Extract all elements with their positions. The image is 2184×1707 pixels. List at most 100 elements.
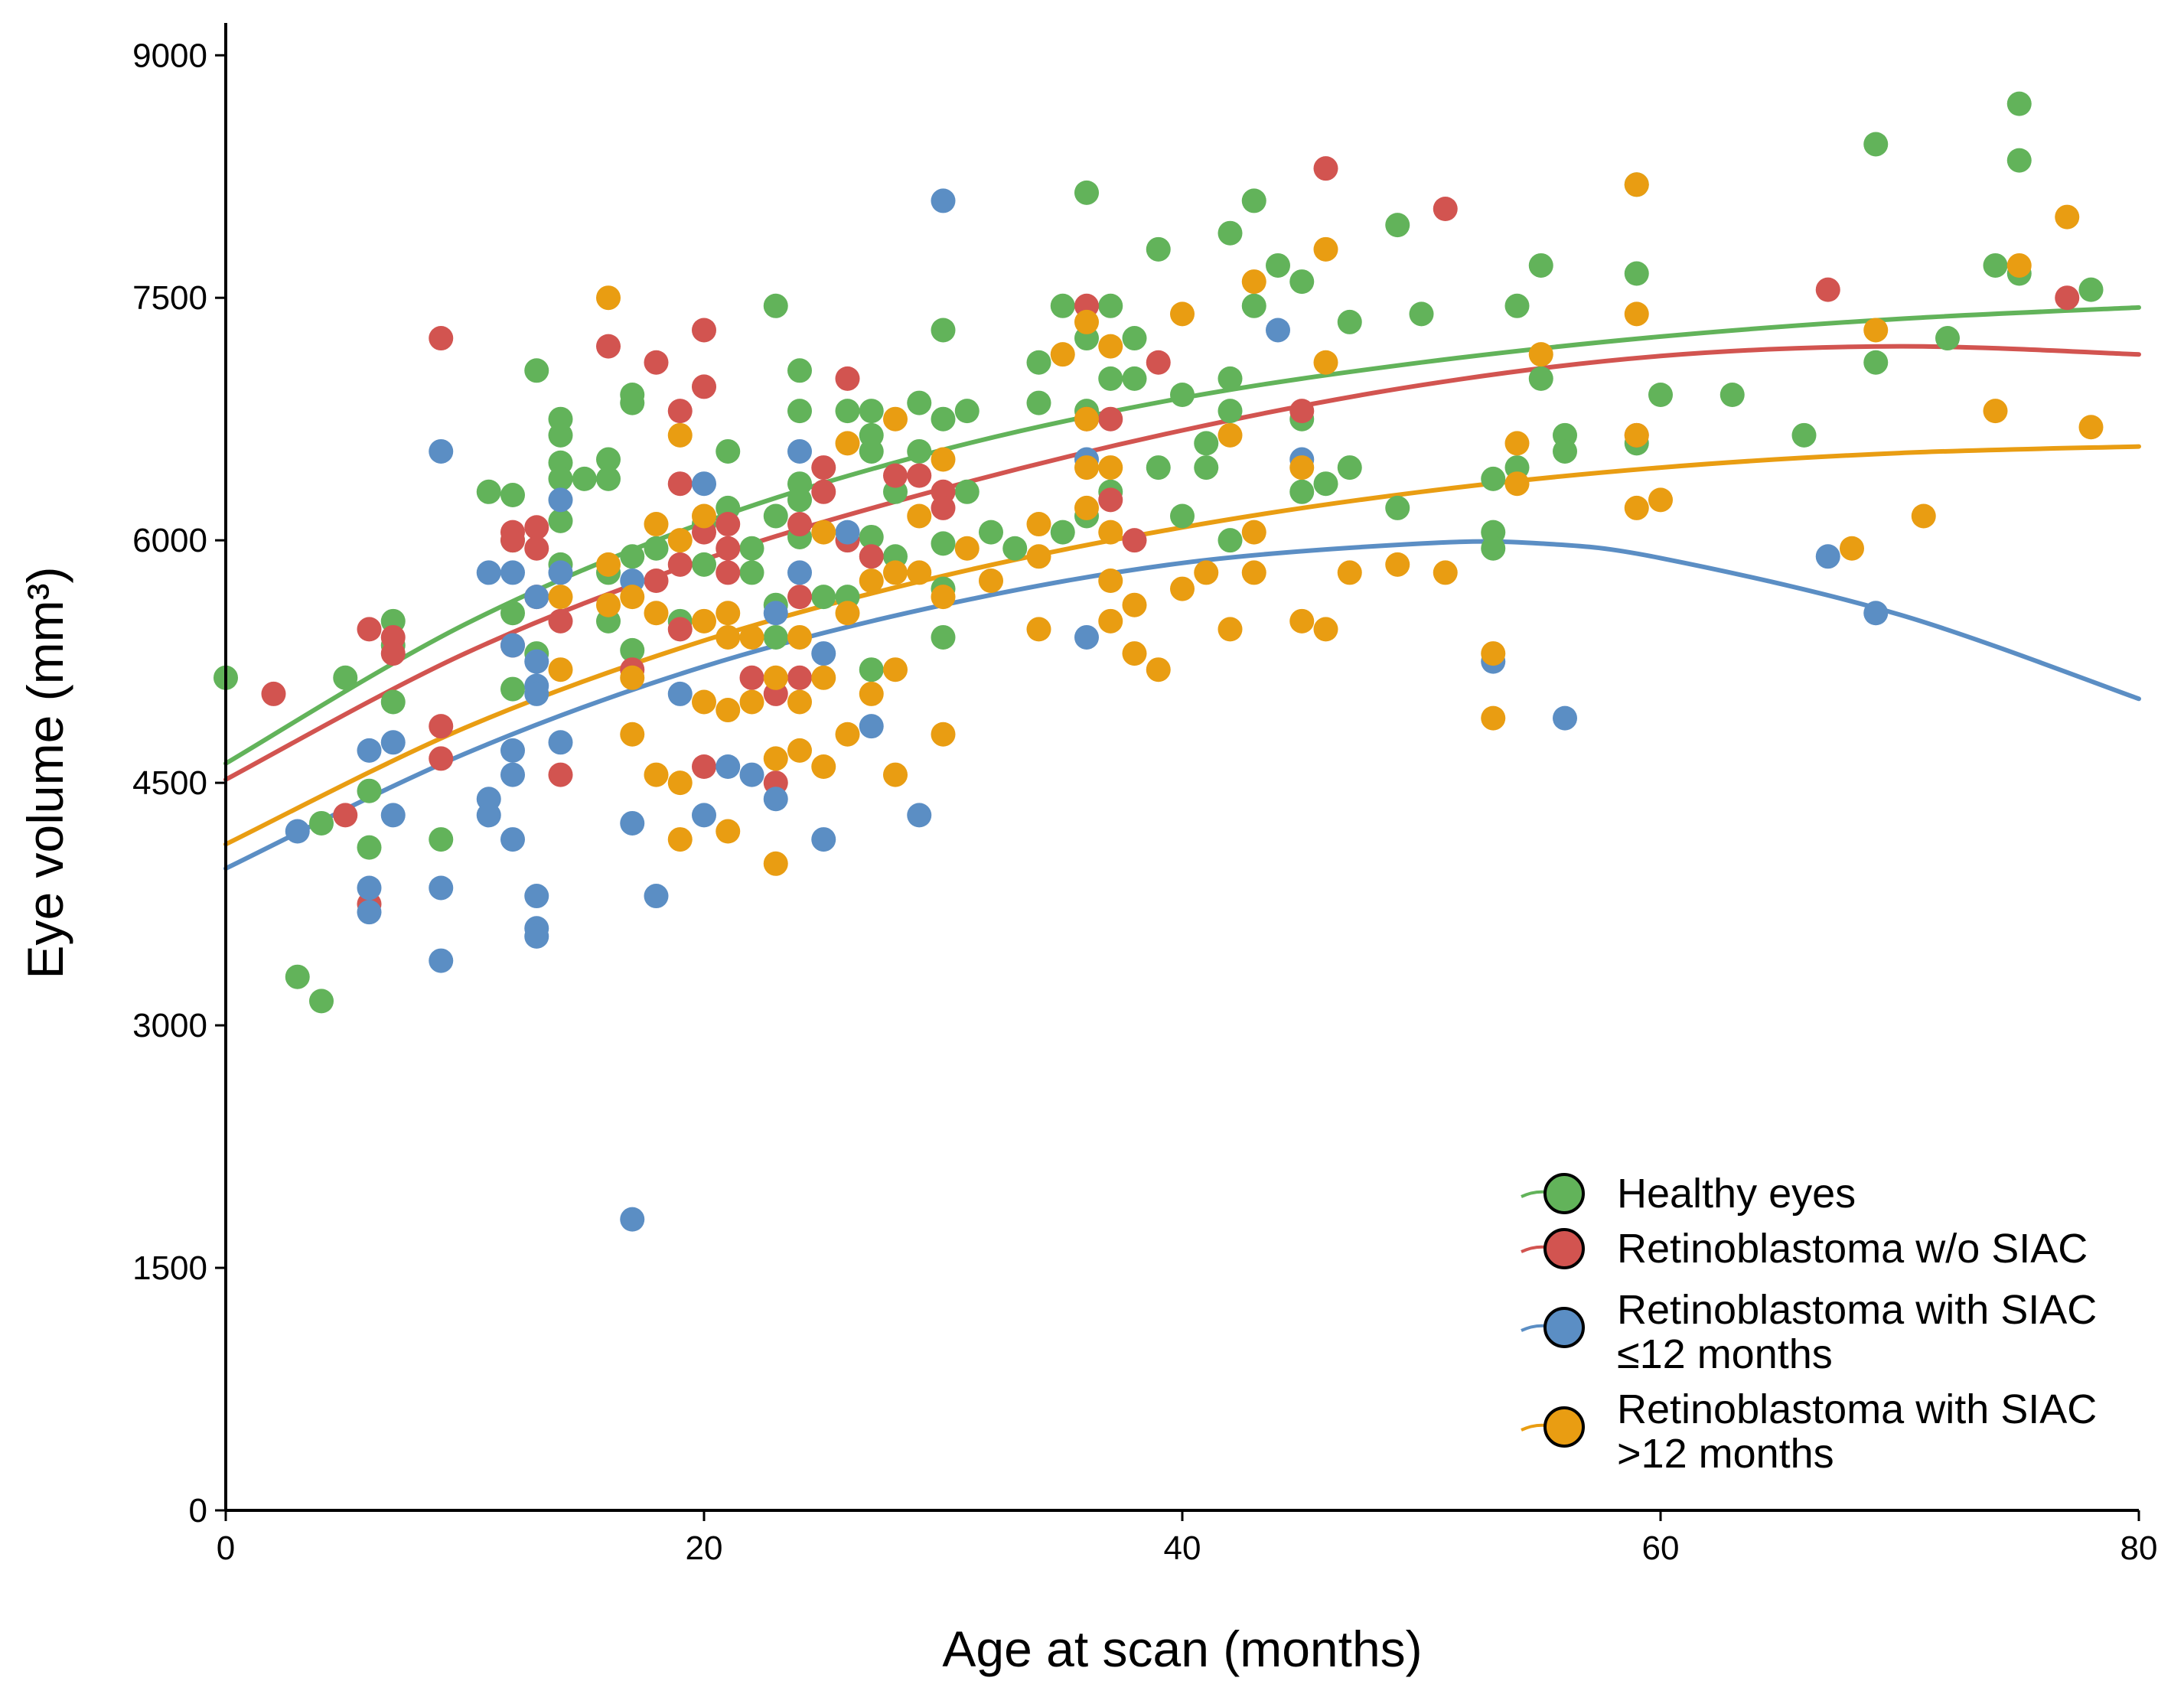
series-0-point [2006, 91, 2032, 116]
series-1-point [692, 754, 716, 779]
series-3-point [907, 560, 932, 585]
tick-labels: 0 20 40 60 80 0 1500 3000 4500 6000 7500 9000 [132, 37, 2157, 1567]
series-2-point [380, 730, 406, 755]
series-3-point [787, 689, 812, 715]
series-0-point [1098, 293, 1123, 318]
series-2-point [763, 601, 788, 626]
series-3-point [1217, 422, 1243, 448]
series-2-point [548, 560, 573, 585]
series-3-point [811, 754, 836, 779]
series-0-point [859, 438, 884, 464]
series-3-point [811, 665, 836, 690]
series-3-point [1481, 641, 1506, 666]
series-0-point [620, 390, 645, 415]
series-2-point [357, 875, 382, 901]
series-2-point [524, 924, 549, 949]
series-1-point [1289, 399, 1315, 424]
y-tick-label: 0 [189, 1492, 207, 1529]
series-0-point [2078, 277, 2104, 302]
series-0-point [907, 390, 932, 415]
series-2-point [500, 762, 525, 787]
series-2-point [1074, 624, 1099, 650]
series-0-point [1528, 366, 1553, 391]
series-3-point [1074, 495, 1099, 520]
series-0-point [787, 487, 812, 513]
x-tick-label: 80 [2120, 1529, 2158, 1567]
y-tick-label: 7500 [132, 279, 207, 317]
series-2-point [285, 819, 310, 844]
series-0-point [1481, 466, 1506, 491]
legend-marker-2 [1543, 1307, 1585, 1348]
series-3-point [1122, 641, 1147, 666]
series-3-point [763, 665, 788, 690]
series-2-point [524, 649, 549, 674]
series-0-point [835, 399, 860, 424]
series-0-point [1337, 455, 1362, 481]
legend-label: Healthy eyes [1617, 1171, 1856, 1217]
series-3-point [1241, 520, 1266, 545]
series-2-point [500, 633, 525, 658]
series-0-point [739, 560, 764, 585]
series-0-point [357, 778, 382, 803]
series-0-point [1170, 383, 1195, 407]
series-3-point [1146, 657, 1171, 682]
series-0-point [1791, 422, 1817, 448]
series-3-point [835, 601, 860, 626]
series-0-point [333, 665, 358, 690]
series-2-fit-curve [223, 539, 2141, 871]
series-3-point [1504, 431, 1530, 456]
series-1-point [500, 528, 525, 553]
series-3-point [1074, 455, 1099, 481]
series-3-point [667, 528, 693, 553]
series-3-point [1074, 406, 1099, 432]
series-0-point [787, 399, 812, 424]
series-3-point [1983, 399, 2008, 424]
series-3-point [2055, 204, 2080, 230]
series-3-point [859, 681, 884, 706]
legend: Healthy eyes Retinoblastoma w/o SIAC Retin… [1521, 1171, 2097, 1477]
series-0-point [1194, 431, 1219, 456]
series-0-point [1935, 326, 1960, 351]
series-0-point [979, 520, 1003, 545]
series-1-point [716, 560, 741, 585]
series-1-point [1313, 156, 1338, 181]
series-3-point [835, 431, 860, 456]
series-3-point [1289, 608, 1315, 634]
series-2-point [716, 754, 741, 779]
series-0-point [1528, 252, 1553, 278]
y-tick-label: 1500 [132, 1249, 207, 1287]
series-1-point [1098, 406, 1123, 432]
series-1-point [429, 746, 454, 771]
series-0-point [620, 637, 645, 663]
series-2-point [787, 560, 812, 585]
series-3-point [859, 568, 884, 593]
series-1-point [333, 803, 358, 828]
series-0-point [1983, 252, 2008, 278]
series-2-point [500, 738, 525, 763]
series-3-point [1313, 350, 1338, 375]
series-0-point [1289, 269, 1315, 295]
series-2-point [524, 884, 549, 909]
series-3-point [1863, 318, 1889, 343]
series-2-point [524, 681, 549, 706]
data-points [214, 91, 2104, 1232]
series-0-point [620, 544, 645, 569]
series-0-point [859, 524, 884, 549]
series-2-point [667, 681, 693, 706]
series-2-point [763, 787, 788, 812]
series-2-point [692, 471, 716, 497]
series-3-point [716, 819, 741, 844]
series-1-point [931, 495, 956, 520]
series-1-point [357, 617, 382, 642]
series-3-point [716, 624, 741, 650]
series-2-point [811, 641, 836, 666]
series-1-point [548, 608, 573, 634]
series-2-point [644, 884, 669, 909]
series-0-point [954, 479, 980, 504]
series-3-point [787, 738, 812, 763]
series-1-point [716, 536, 741, 561]
series-0-point [1026, 350, 1051, 375]
series-2-point [429, 875, 454, 901]
series-3-point [596, 592, 621, 617]
series-2-point [500, 560, 525, 585]
